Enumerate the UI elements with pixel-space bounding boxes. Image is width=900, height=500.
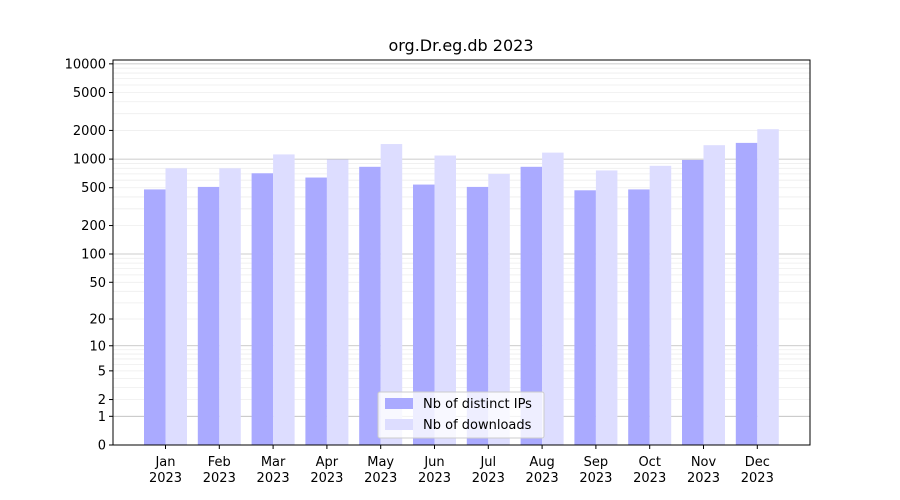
bar-downloads — [703, 145, 725, 446]
bar-downloads — [757, 129, 779, 445]
bar-downloads — [326, 159, 349, 446]
legend-label-ips: Nb of distinct IPs — [423, 397, 532, 412]
bar-distinct-ips — [305, 177, 327, 445]
bar-distinct-ips — [413, 184, 435, 445]
chart-title: org.Dr.eg.db 2023 — [388, 36, 533, 55]
x-tick-label-year: 2023 — [203, 471, 236, 486]
x-tick-label-month: Sep — [584, 455, 609, 470]
bar-distinct-ips — [251, 173, 274, 445]
bar-distinct-ips — [197, 186, 220, 446]
bar-downloads — [649, 165, 672, 445]
x-tick-label-month: Oct — [638, 455, 660, 470]
bars — [144, 129, 779, 446]
y-tick-label: 50 — [89, 276, 106, 291]
x-tick-label-year: 2023 — [741, 471, 774, 486]
legend-swatch-downloads — [385, 419, 413, 430]
bar-distinct-ips — [628, 189, 650, 445]
x-tick-label-year: 2023 — [526, 471, 559, 486]
y-tick-label: 5000 — [73, 86, 106, 101]
legend-box — [377, 391, 545, 439]
x-tick-label-year: 2023 — [472, 471, 505, 486]
y-tick-label: 10000 — [65, 57, 106, 72]
bar-downloads — [542, 152, 564, 445]
y-tick-label: 100 — [81, 248, 106, 263]
y-tick-label: 2000 — [73, 124, 106, 139]
x-tick-label-month: Aug — [529, 455, 554, 470]
x-tick-label-month: Nov — [691, 455, 717, 470]
y-tick-label: 20 — [89, 313, 106, 328]
x-tick-label-year: 2023 — [364, 471, 397, 486]
bar-downloads — [488, 173, 510, 445]
legend: Nb of distinct IPs Nb of downloads — [377, 391, 545, 439]
legend-swatch-ips — [385, 398, 413, 409]
bar-downloads — [219, 168, 241, 445]
y-axis: 0 1 2 5 10 20 50 100 200 500 1000 2000 5000 10000 — [65, 57, 113, 454]
y-tick-label: 1 — [98, 410, 106, 425]
bar-downloads — [165, 168, 187, 445]
y-tick-label: 500 — [81, 181, 106, 196]
bar-downloads — [380, 144, 403, 445]
x-tick-label-month: Jun — [423, 455, 444, 470]
x-tick-label-year: 2023 — [418, 471, 451, 486]
bar-distinct-ips — [466, 186, 489, 446]
x-tick-label-month: Jan — [154, 455, 175, 470]
bar-distinct-ips — [144, 189, 166, 445]
bar-distinct-ips — [682, 159, 704, 445]
plot-frame — [112, 59, 811, 446]
bar-downloads — [273, 154, 295, 445]
x-tick-label-month: Jul — [479, 455, 496, 470]
y-tick-label: 5 — [98, 364, 106, 379]
x-tick-label-year: 2023 — [149, 471, 182, 486]
x-tick-label-month: Mar — [261, 455, 286, 470]
x-tick-label-month: Feb — [208, 455, 231, 470]
bar-distinct-ips — [735, 142, 758, 445]
x-tick-label-month: Dec — [745, 455, 770, 470]
x-tick-label-year: 2023 — [579, 471, 612, 486]
x-tick-label-year: 2023 — [633, 471, 666, 486]
bar-distinct-ips — [520, 166, 543, 445]
x-tick-label-month: May — [367, 455, 394, 470]
bar-distinct-ips — [574, 190, 596, 445]
bar-downloads — [434, 155, 456, 445]
x-tick-label-year: 2023 — [687, 471, 720, 486]
y-tick-label: 10 — [89, 339, 106, 354]
x-axis: Jan2023Feb2023Mar2023Apr2023May2023Jun20… — [149, 445, 774, 486]
y-tick-label: 0 — [98, 439, 106, 454]
x-tick-label-month: Apr — [316, 455, 339, 470]
x-tick-label-year: 2023 — [257, 471, 290, 486]
bar-distinct-ips — [359, 166, 381, 445]
x-tick-label-year: 2023 — [310, 471, 343, 486]
legend-label-downloads: Nb of downloads — [423, 418, 532, 433]
y-tick-label: 200 — [81, 219, 106, 234]
y-tick-label: 2 — [98, 393, 106, 408]
y-tick-label: 1000 — [73, 153, 106, 168]
bar-downloads — [595, 170, 618, 445]
